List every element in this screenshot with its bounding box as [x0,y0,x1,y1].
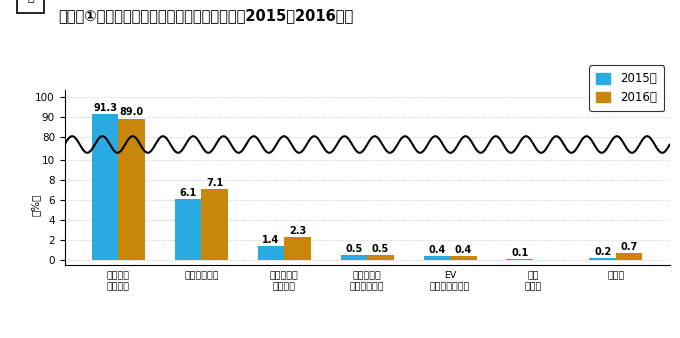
Bar [118,0,145,260]
Text: 🚗: 🚗 [28,0,35,3]
Text: 0.2: 0.2 [594,247,611,257]
Text: グラフ①　購入した中古車のエンジンタイプ（2015〜2016年）: グラフ① 購入した中古車のエンジンタイプ（2015〜2016年） [58,8,353,23]
Bar [92,115,118,294]
Bar [424,256,450,260]
Text: 91.3: 91.3 [93,103,117,113]
Bar [284,237,311,260]
Bar [590,293,616,294]
Bar [284,289,311,294]
Bar [201,189,228,260]
Bar [341,293,367,294]
Bar [175,199,201,260]
Text: 6.1: 6.1 [180,188,197,198]
Bar [367,255,394,260]
Text: 89.0: 89.0 [120,107,143,117]
Bar [616,292,643,294]
Bar [590,258,616,260]
Bar [118,119,145,294]
Bar [258,291,284,294]
Text: 2.3: 2.3 [289,226,306,236]
Text: 0.4: 0.4 [428,245,445,255]
Text: 1.4: 1.4 [262,235,279,245]
Text: 0.7: 0.7 [621,242,638,252]
FancyBboxPatch shape [16,0,44,13]
Bar [507,259,533,260]
Bar [367,293,394,294]
Bar [450,293,477,294]
Y-axis label: （%）: （%） [31,194,40,216]
Bar [341,255,367,260]
Text: 0.4: 0.4 [455,245,472,255]
Bar [201,280,228,294]
Bar [175,282,201,294]
Bar [92,0,118,260]
Bar [616,253,643,260]
Text: 0.5: 0.5 [345,244,362,254]
Text: 0.1: 0.1 [511,248,528,258]
Text: 0.5: 0.5 [372,244,389,254]
Text: 7.1: 7.1 [206,177,223,188]
Legend: 2015年, 2016年: 2015年, 2016年 [590,65,664,111]
Bar [258,246,284,260]
Bar [424,293,450,294]
Bar [450,256,477,260]
